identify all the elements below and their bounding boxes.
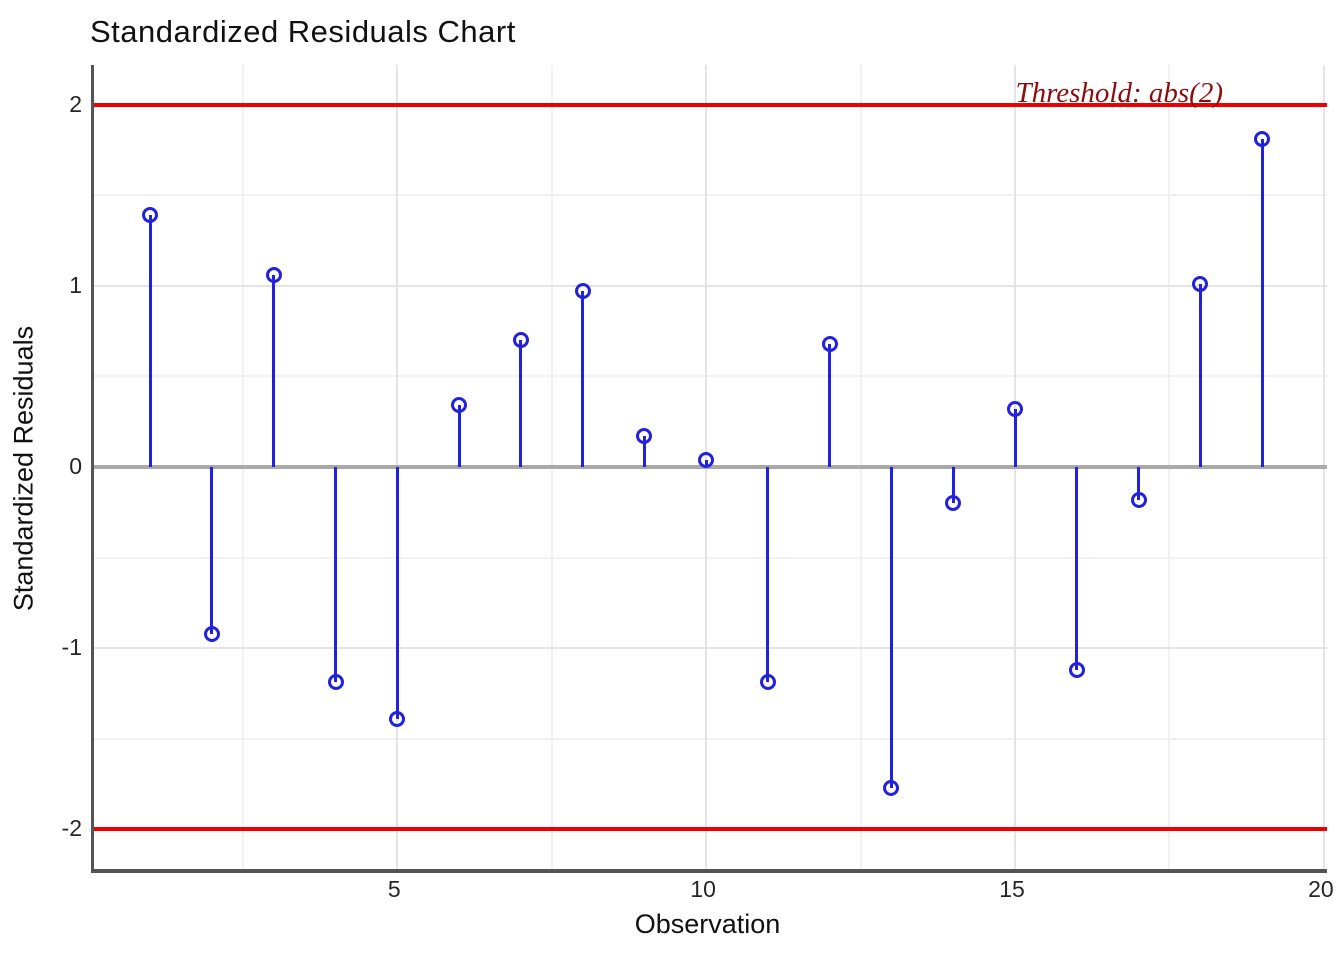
x-tick-label: 20: [1308, 876, 1334, 902]
y-axis-title: Standardized Residuals: [8, 325, 39, 612]
stem: [1137, 467, 1141, 500]
stem-marker: [451, 397, 468, 414]
y-tick-label: 2: [69, 90, 82, 117]
stem-marker: [821, 335, 838, 352]
stem-marker: [698, 451, 715, 468]
chart-title: Standardized Residuals Chart: [90, 14, 516, 49]
zero-reference-line: [94, 465, 1327, 469]
stem-marker: [389, 710, 406, 727]
threshold-annotation: Threshold: abs(2): [1015, 77, 1223, 109]
plot-area: [91, 65, 1327, 873]
x-tick-label: 5: [387, 876, 401, 902]
stem: [334, 467, 338, 683]
stem: [1075, 467, 1079, 670]
stem-marker: [759, 674, 776, 691]
stem-marker: [1068, 661, 1085, 678]
y-tick-label: 0: [69, 453, 82, 479]
stem: [889, 467, 893, 788]
stem-marker: [1254, 131, 1271, 148]
y-tick-label: -1: [61, 634, 82, 661]
stem: [951, 467, 955, 504]
y-tick-label: 1: [69, 271, 82, 298]
stem: [519, 340, 523, 467]
x-tick-label: 10: [690, 876, 716, 902]
stem: [581, 291, 585, 467]
stem: [1013, 409, 1017, 467]
stem-marker: [142, 207, 159, 224]
stem-marker: [945, 495, 962, 512]
y-major-gridline: [94, 647, 1327, 650]
y-minor-gridline: [94, 194, 1327, 197]
y-minor-gridline: [94, 556, 1327, 559]
stem: [1260, 139, 1264, 467]
stem: [148, 215, 152, 467]
stem-marker: [1007, 401, 1024, 418]
stem: [395, 467, 399, 719]
stem: [766, 467, 770, 683]
stem-marker: [636, 428, 653, 445]
stem: [457, 405, 461, 467]
stem-marker: [574, 283, 591, 300]
threshold-line: [94, 102, 1327, 107]
y-tick-label: -2: [61, 815, 82, 842]
threshold-line: [94, 827, 1327, 832]
stem: [210, 467, 214, 634]
stem: [272, 275, 276, 467]
y-major-gridline: [94, 284, 1327, 287]
stem: [828, 343, 832, 467]
stem-marker: [265, 267, 282, 284]
stem-marker: [1192, 276, 1209, 293]
stem: [1198, 284, 1202, 467]
stem-marker: [203, 625, 220, 642]
stem-marker: [883, 779, 900, 796]
stem-marker: [1130, 491, 1147, 508]
stem-marker: [327, 674, 344, 691]
x-axis-title: Observation: [634, 909, 781, 939]
stem: [642, 436, 646, 467]
y-minor-gridline: [94, 375, 1327, 378]
x-tick-label: 15: [999, 876, 1025, 902]
y-minor-gridline: [94, 737, 1327, 740]
stem-marker: [512, 332, 529, 349]
